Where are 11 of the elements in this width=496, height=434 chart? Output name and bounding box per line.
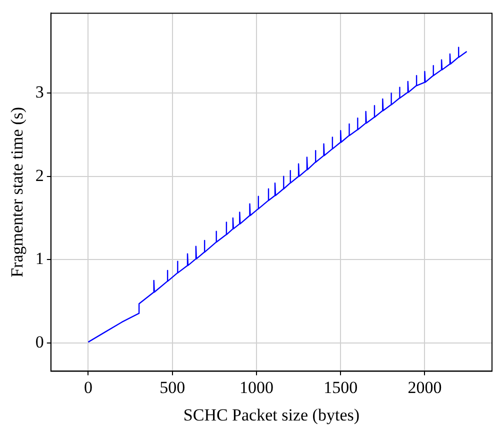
x-tick-label: 1500 [324,378,358,397]
y-tick-label: 1 [35,249,44,268]
x-tick-label: 1000 [239,378,274,397]
y-tick-label: 3 [35,82,44,102]
x-axis-title: SCHC Packet size (bytes) [183,405,360,424]
x-tick-label: 500 [160,378,186,397]
y-axis-title: Fragmenter state time (s) [8,106,27,278]
x-tick-label: 0 [84,378,92,397]
x-tick-label: 2000 [408,378,442,397]
y-tick-label: 0 [35,332,44,352]
y-tick-label: 2 [35,166,44,185]
